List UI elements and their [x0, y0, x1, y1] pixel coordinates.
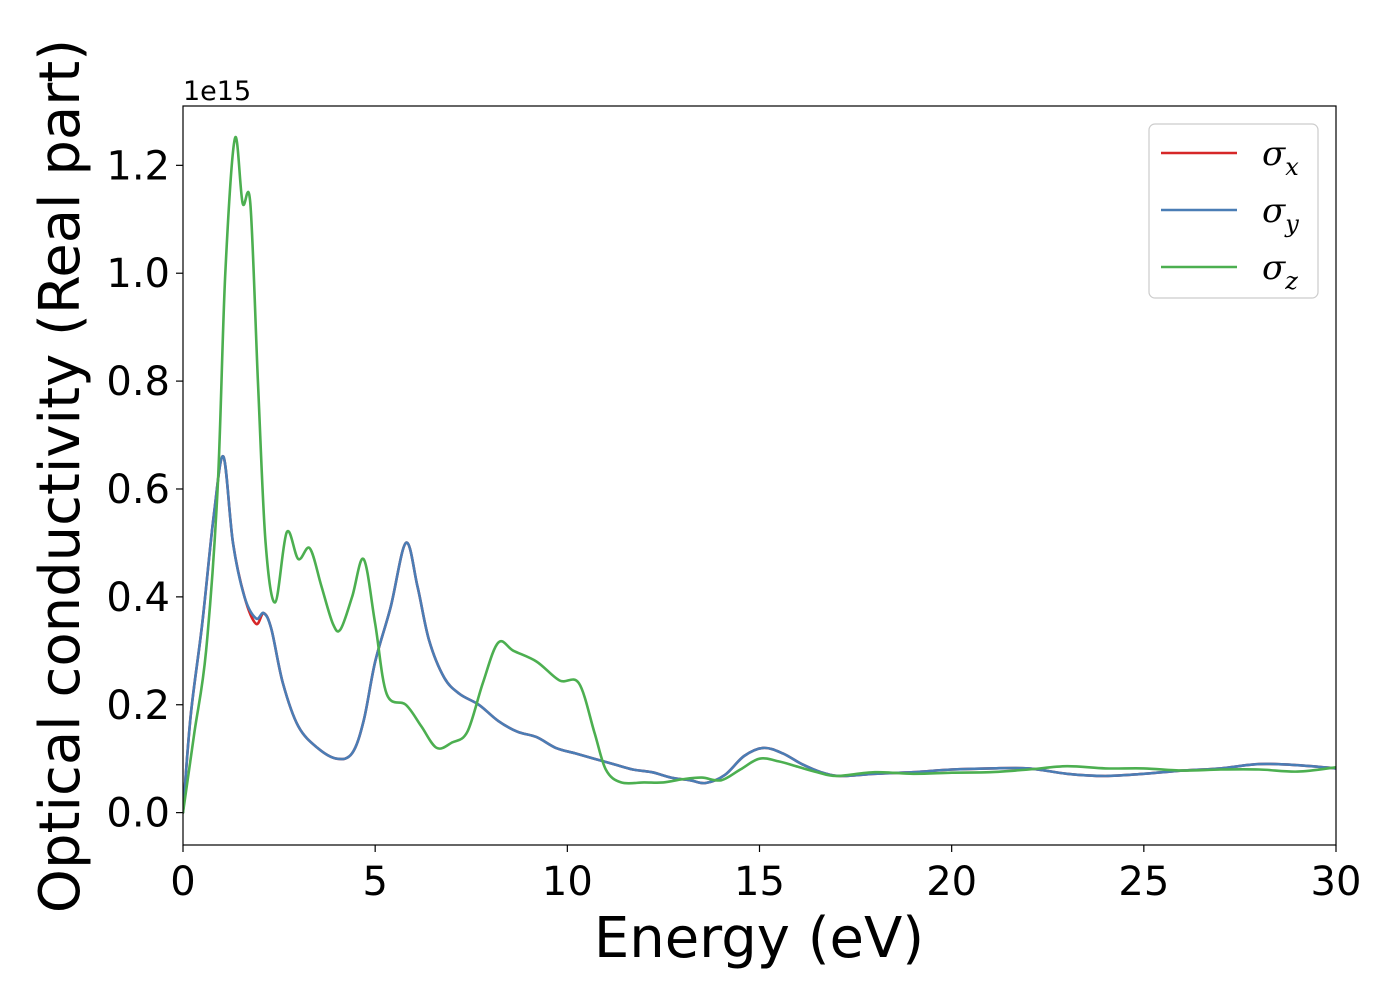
series-line-z	[183, 135, 1336, 814]
y-axis-title: Optical conductivity (Real part)	[28, 39, 93, 913]
legend: σx σy σz	[1148, 123, 1319, 299]
x-tick-label: 5	[362, 859, 387, 905]
x-tick-label: 25	[1118, 859, 1169, 905]
x-tick-label: 30	[1311, 859, 1362, 905]
y-tick-label: 0.2	[106, 683, 170, 729]
y-tick-label: 0.6	[106, 467, 170, 513]
x-tick-label: 20	[926, 859, 977, 905]
y-tick-label: 0.0	[106, 791, 170, 837]
x-tick-label: 0	[170, 859, 195, 905]
y-tick-label: 1.2	[106, 143, 170, 189]
legend-label-y: σy	[1262, 191, 1299, 238]
legend-label-z: σz	[1262, 248, 1298, 295]
series-lines	[183, 135, 1336, 814]
y-tick-label: 1.0	[106, 251, 170, 297]
x-axis-title: Energy (eV)	[594, 906, 924, 971]
plot-frame	[182, 105, 1337, 846]
series-line-y	[183, 455, 1336, 814]
legend-label-x: σx	[1262, 134, 1299, 181]
x-tick-label: 15	[734, 859, 785, 905]
x-tick-label: 10	[542, 859, 593, 905]
axis-ticks: 0 5 10 15 20 25 30 0.0 0.2 0.4 0.6 0.8 1.0 1.2	[106, 143, 1361, 905]
y-tick-label: 0.8	[106, 359, 170, 405]
y-tick-label: 0.4	[106, 575, 170, 621]
y-offset-label: 1e15	[183, 76, 251, 107]
